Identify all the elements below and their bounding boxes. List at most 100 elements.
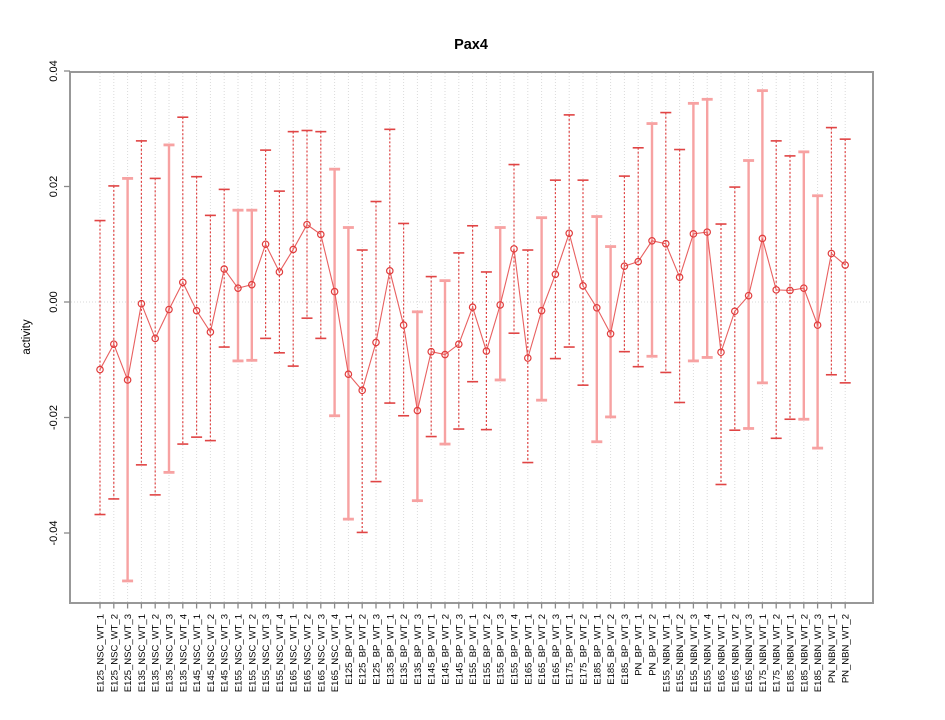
x-tick-label: E165_NSC_WT_2 xyxy=(303,614,314,692)
x-tick-label: E185_NBN_WT_1 xyxy=(786,614,797,692)
data-point xyxy=(441,350,449,359)
data-point xyxy=(454,340,463,348)
data-point xyxy=(551,270,560,279)
data-point xyxy=(799,284,808,292)
y-axis-title: activity xyxy=(21,319,33,354)
x-tick-label: E185_BP_WT_3 xyxy=(620,614,631,685)
series-line xyxy=(99,223,846,411)
data-point xyxy=(261,240,270,249)
data-point xyxy=(248,280,256,289)
x-tick-label: E145_BP_WT_3 xyxy=(454,614,465,685)
x-tick-label: E155_NSC_WT_3 xyxy=(261,614,272,692)
x-tick-label: E175_BP_WT_2 xyxy=(579,614,590,685)
data-point xyxy=(427,347,436,356)
data-point xyxy=(482,347,491,355)
data-point xyxy=(151,334,160,343)
x-tick-label: E155_NSC_WT_4 xyxy=(275,614,286,692)
x-tick-label: E125_NSC_WT_1 xyxy=(96,614,107,692)
data-point xyxy=(110,340,118,348)
data-point xyxy=(179,278,187,287)
y-tick-label: 0.02 xyxy=(48,176,60,197)
data-point xyxy=(275,268,284,276)
data-point xyxy=(689,230,698,238)
x-tick-label: E155_BP_WT_4 xyxy=(510,614,521,685)
data-point xyxy=(772,286,781,294)
data-point xyxy=(579,282,587,290)
x-tick-label: E135_NSC_WT_2 xyxy=(151,614,162,692)
data-point xyxy=(413,406,422,415)
data-point xyxy=(220,265,229,273)
data-point xyxy=(703,228,712,236)
x-tick-label: E165_BP_WT_1 xyxy=(523,614,534,685)
data-point xyxy=(510,245,518,253)
y-tick-label: -0.02 xyxy=(48,405,60,430)
x-tick-label: E125_NSC_WT_2 xyxy=(109,614,120,692)
data-point xyxy=(123,376,132,384)
data-point xyxy=(592,303,601,312)
data-point xyxy=(620,262,629,270)
data-point xyxy=(289,245,298,254)
data-point xyxy=(648,236,656,245)
data-point xyxy=(344,370,353,378)
x-tick-label: E145_NSC_WT_2 xyxy=(206,614,217,692)
x-tick-label: E125_BP_WT_3 xyxy=(372,614,383,685)
x-tick-label: E185_BP_WT_2 xyxy=(606,614,617,685)
x-tick-label: E185_BP_WT_1 xyxy=(592,614,603,685)
data-point xyxy=(841,261,850,269)
x-tick-label: E165_NSC_WT_4 xyxy=(330,614,341,692)
x-tick-label: PN_NBN_WT_2 xyxy=(841,614,852,683)
x-tick-label: E125_BP_WT_1 xyxy=(344,614,355,685)
data-point xyxy=(303,220,311,229)
x-tick-label: E155_NBN_WT_4 xyxy=(703,614,714,692)
data-point xyxy=(206,328,215,336)
data-point xyxy=(675,273,684,281)
data-point xyxy=(96,365,104,374)
data-point xyxy=(496,301,505,309)
error-bars-layer xyxy=(94,89,851,583)
grid-layer xyxy=(71,73,872,602)
x-tick-label: E145_NSC_WT_3 xyxy=(220,614,231,692)
x-tick-label: E165_NBN_WT_1 xyxy=(717,614,728,692)
y-tick-label: 0.04 xyxy=(48,60,60,81)
data-point xyxy=(192,306,201,315)
x-tick-label: E145_NSC_WT_1 xyxy=(192,614,203,692)
x-tick-label: E185_NBN_WT_2 xyxy=(799,614,810,692)
data-point xyxy=(634,257,643,266)
data-point xyxy=(468,303,477,311)
x-tick-label: E125_BP_WT_2 xyxy=(358,614,369,685)
x-tick-label: E185_NBN_WT_3 xyxy=(813,614,824,692)
data-point xyxy=(372,338,380,347)
y-tick-label: -0.04 xyxy=(48,520,60,545)
x-tick-label: E175_NBN_WT_1 xyxy=(758,614,769,692)
data-point xyxy=(385,267,394,275)
x-tick-label: E155_BP_WT_2 xyxy=(482,614,493,685)
x-tick-label: E175_BP_WT_1 xyxy=(565,614,576,685)
series-line-layer xyxy=(99,223,846,411)
data-point xyxy=(537,306,546,315)
x-tick-label: E165_NBN_WT_3 xyxy=(744,614,755,692)
x-tick-label: E155_NBN_WT_2 xyxy=(675,614,686,692)
x-tick-label: E175_NBN_WT_2 xyxy=(772,614,783,692)
x-tick-label: E145_BP_WT_1 xyxy=(427,614,438,685)
x-tick-label: PN_BP_WT_2 xyxy=(648,614,659,676)
x-tick-label: E165_NSC_WT_3 xyxy=(316,614,327,692)
plot-frame xyxy=(69,71,874,604)
x-tick-label: E125_NSC_WT_3 xyxy=(123,614,134,692)
data-point xyxy=(330,287,339,296)
x-tick-label: E165_NSC_WT_1 xyxy=(289,614,300,692)
x-tick-label: E135_NSC_WT_1 xyxy=(137,614,148,692)
data-point xyxy=(758,234,767,243)
x-tick-label: E155_BP_WT_3 xyxy=(496,614,507,685)
x-tick-label: E155_NSC_WT_2 xyxy=(247,614,258,692)
x-tick-label: E165_BP_WT_3 xyxy=(551,614,562,685)
data-point xyxy=(827,249,836,258)
data-point xyxy=(358,386,367,395)
data-point xyxy=(565,229,574,238)
data-points-layer xyxy=(96,220,850,415)
data-point xyxy=(606,329,615,338)
data-point xyxy=(234,284,242,292)
data-point xyxy=(744,291,753,300)
